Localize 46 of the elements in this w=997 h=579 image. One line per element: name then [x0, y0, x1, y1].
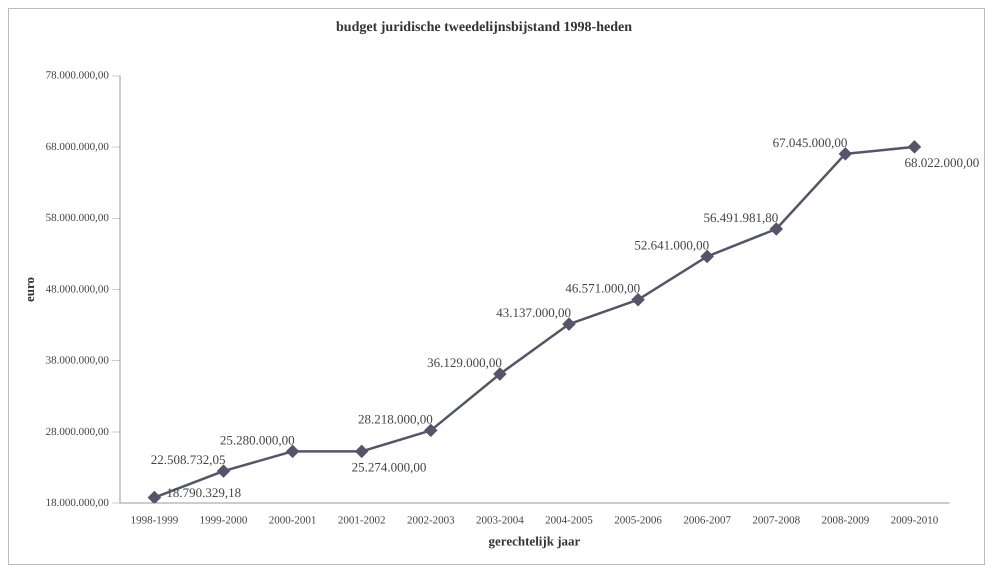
data-label: 52.641.000,00 — [634, 237, 710, 252]
x-tick-label: 2007-2008 — [752, 514, 801, 527]
point — [562, 318, 576, 330]
data-label: 36.129.000,00 — [427, 354, 502, 370]
x-tick-label: 2009-2010 — [890, 514, 939, 527]
data-label: 67.045.000,00 — [772, 134, 848, 150]
x-tick-label: 2008-2009 — [822, 514, 870, 527]
y-tick-label: 48.000.000,00 — [46, 283, 110, 296]
point — [839, 148, 852, 160]
data-label: 22.508.732,05 — [150, 452, 226, 468]
y-tick-label: 78.000.000,00 — [46, 70, 110, 82]
x-tick-label: 2003-2004 — [476, 514, 524, 527]
x-tick-label: 2000-2001 — [268, 514, 316, 527]
y-axis-title: euro — [22, 276, 38, 302]
chart-title: budget juridische tweedelijnsbijstand 1998-heden — [336, 20, 632, 36]
x-tick-label: 2006-2007 — [683, 514, 732, 527]
y-tick-label: 28.000.000,00 — [46, 426, 110, 438]
x-axis-title: gerechtelijk jaar — [488, 534, 581, 549]
y-tick-label: 58.000.000,00 — [46, 212, 110, 224]
point — [632, 293, 644, 306]
point — [908, 140, 921, 154]
data-label: 28.218.000,00 — [358, 411, 433, 426]
data-label: 25.274.000,00 — [352, 459, 426, 474]
x-tick-label: 2005-2006 — [614, 514, 662, 527]
x-tick-label: 2001-2002 — [338, 514, 386, 527]
point — [286, 445, 299, 458]
x-tick-label: 1998-1999 — [130, 514, 179, 527]
x-tick-label: 2004-2005 — [545, 514, 594, 527]
data-label: 46.571.000,00 — [565, 280, 640, 296]
point — [148, 491, 161, 504]
point — [700, 250, 714, 263]
data-label: 68.022.000,00 — [904, 154, 980, 170]
point — [355, 445, 368, 458]
x-tick-label: 1999-2000 — [200, 514, 248, 527]
data-label: 18.790.329,18 — [166, 484, 242, 500]
data-label: 43.137.000,00 — [496, 305, 571, 320]
x-tick-label: 2002-2003 — [406, 514, 456, 527]
point — [424, 424, 438, 437]
data-label: 56.491.981,80 — [704, 210, 778, 225]
y-tick-label: 68.000.000,00 — [46, 140, 110, 153]
y-tick-label: 18.000.000,00 — [46, 497, 110, 510]
point — [494, 368, 506, 380]
point — [217, 464, 230, 478]
point — [770, 222, 783, 236]
data-label: 25.280.000,00 — [220, 432, 295, 448]
y-tick-label: 38.000.000,00 — [46, 354, 110, 367]
